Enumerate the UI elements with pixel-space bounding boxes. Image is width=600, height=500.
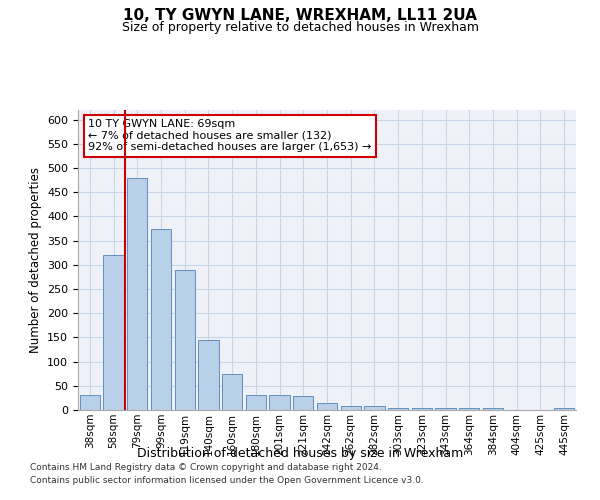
Text: Distribution of detached houses by size in Wrexham: Distribution of detached houses by size … [137, 448, 463, 460]
Bar [222, 374, 242, 410]
Text: 10 TY GWYN LANE: 69sqm
← 7% of detached houses are smaller (132)
92% of semi-det: 10 TY GWYN LANE: 69sqm ← 7% of detached … [88, 119, 371, 152]
Text: Contains HM Land Registry data © Crown copyright and database right 2024.: Contains HM Land Registry data © Crown c… [30, 464, 382, 472]
Bar [412, 408, 432, 410]
Bar [175, 270, 195, 410]
Y-axis label: Number of detached properties: Number of detached properties [29, 167, 41, 353]
Bar [341, 406, 361, 410]
Bar [364, 406, 385, 410]
Bar [151, 228, 171, 410]
Bar [246, 394, 266, 410]
Bar [80, 396, 100, 410]
Text: Size of property relative to detached houses in Wrexham: Size of property relative to detached ho… [121, 21, 479, 34]
Bar [317, 402, 337, 410]
Bar [199, 340, 218, 410]
Bar [483, 408, 503, 410]
Bar [127, 178, 148, 410]
Bar [269, 396, 290, 410]
Bar [293, 396, 313, 410]
Text: Contains public sector information licensed under the Open Government Licence v3: Contains public sector information licen… [30, 476, 424, 485]
Bar [554, 408, 574, 410]
Bar [459, 408, 479, 410]
Text: 10, TY GWYN LANE, WREXHAM, LL11 2UA: 10, TY GWYN LANE, WREXHAM, LL11 2UA [123, 8, 477, 22]
Bar [103, 255, 124, 410]
Bar [388, 408, 408, 410]
Bar [436, 408, 455, 410]
